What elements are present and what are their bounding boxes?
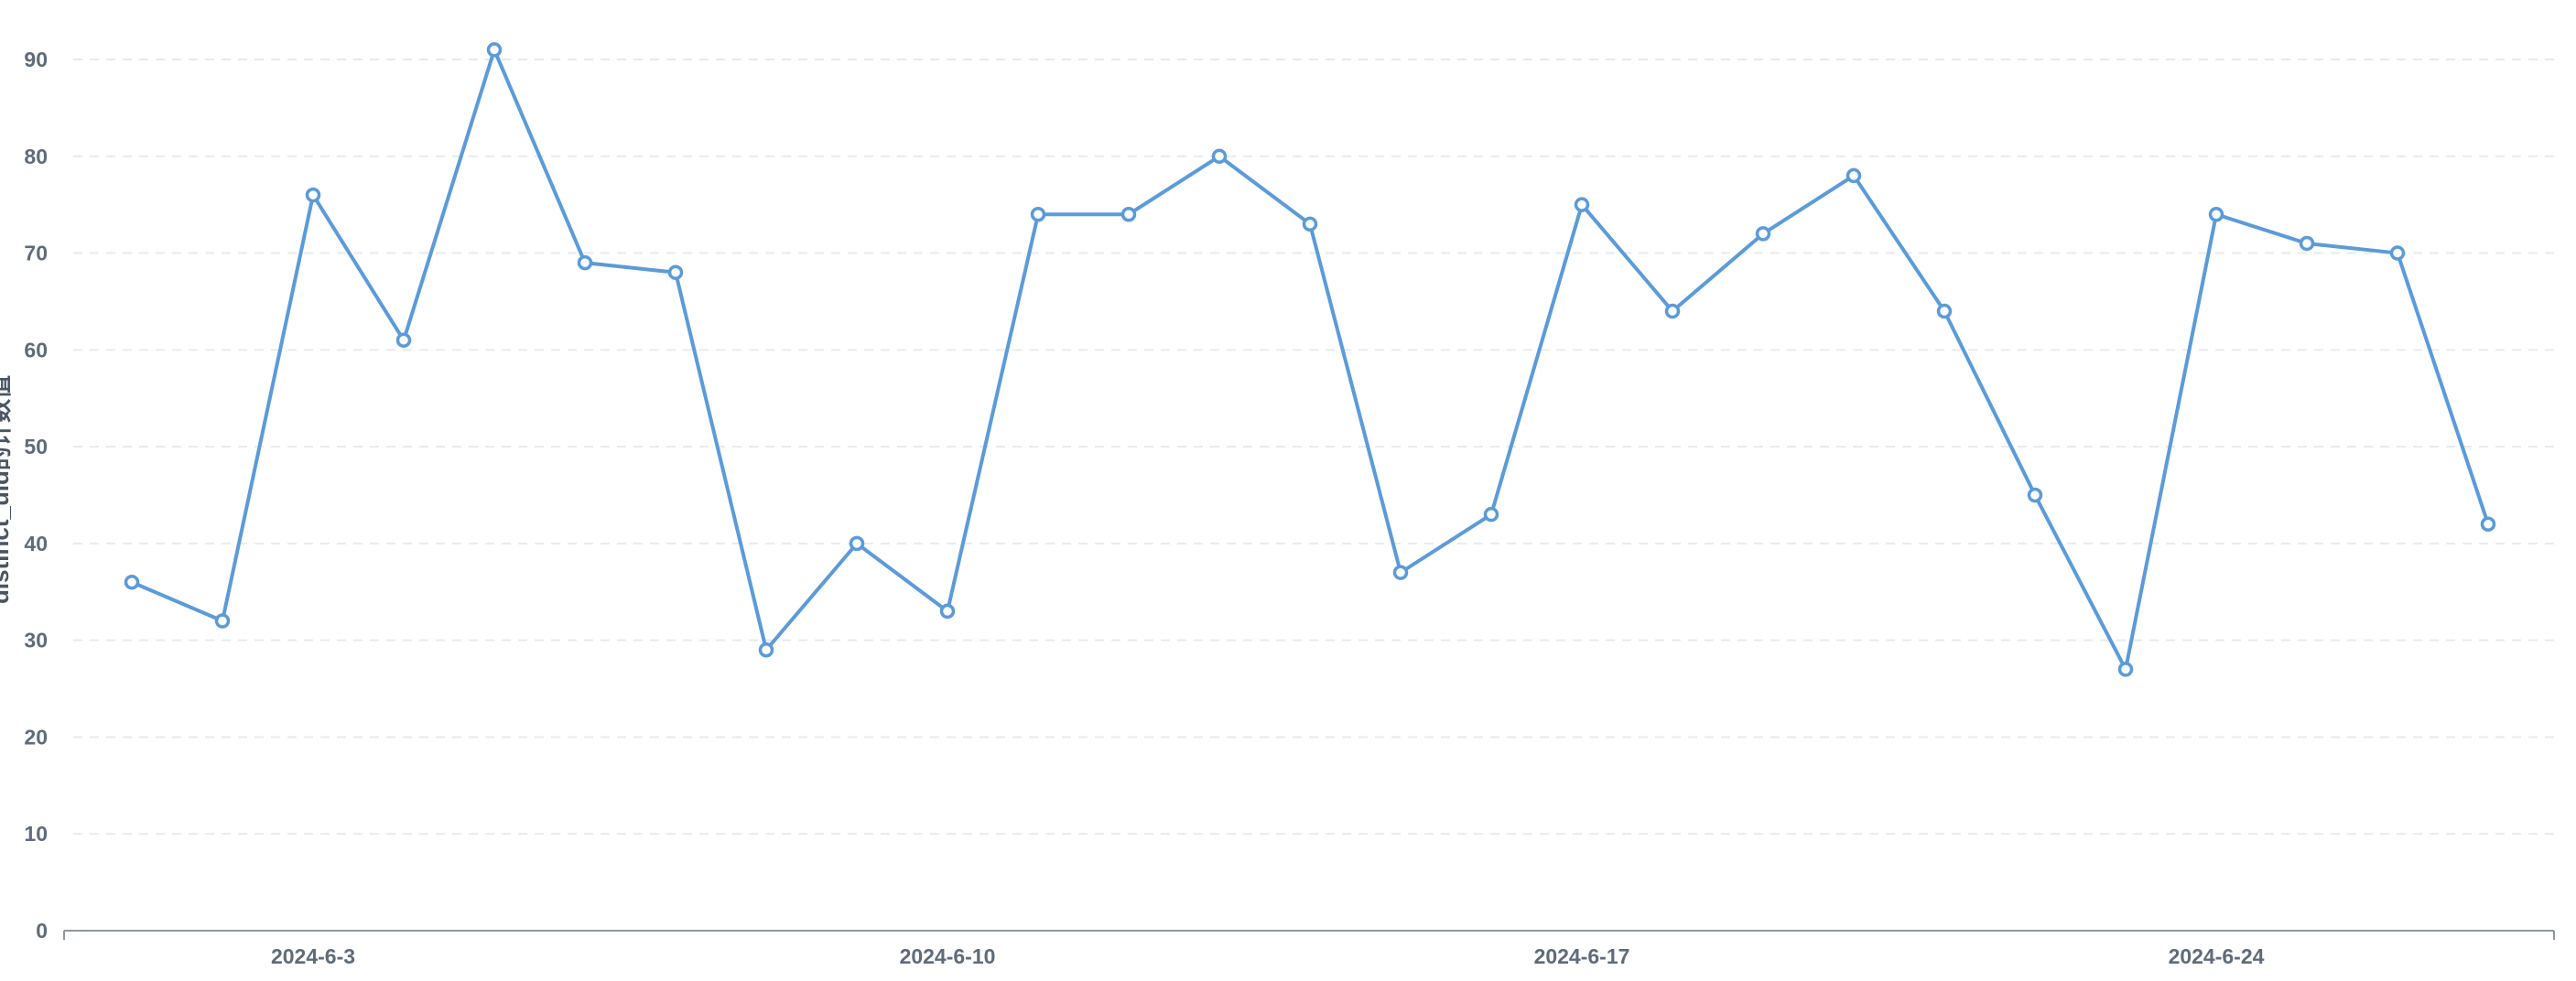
y-tick-label-30: 30	[24, 629, 48, 652]
data-point-2024-6-19[interactable]	[1755, 226, 1771, 242]
y-tick-label-0: 0	[36, 919, 48, 943]
data-point-2024-6-9[interactable]	[849, 535, 865, 552]
data-point-2024-6-17[interactable]	[1574, 197, 1590, 212]
series-line-0	[130, 48, 2490, 672]
x-tick-label-2024-6-17: 2024-6-17	[1534, 944, 1630, 968]
data-point-2024-6-5[interactable]	[486, 42, 503, 58]
data-point-2024-6-24[interactable]	[2208, 206, 2224, 222]
data-point-2024-6-2[interactable]	[214, 613, 231, 629]
x-tick-label-2024-6-3: 2024-6-3	[271, 944, 355, 968]
data-point-2024-6-11[interactable]	[1030, 206, 1046, 222]
data-point-2024-6-20[interactable]	[1845, 167, 1862, 184]
data-point-2024-6-10[interactable]	[939, 603, 956, 620]
data-point-2024-6-14[interactable]	[1302, 216, 1318, 232]
data-point-2024-6-8[interactable]	[758, 641, 774, 658]
grid-lines	[73, 59, 2554, 835]
y-tick-label-90: 90	[24, 48, 48, 71]
x-tick-label-2024-6-24: 2024-6-24	[2169, 944, 2265, 968]
data-point-2024-6-4[interactable]	[395, 332, 412, 349]
data-point-2024-6-12[interactable]	[1120, 206, 1137, 222]
x-tick-label-2024-6-10: 2024-6-10	[900, 944, 996, 968]
data-point-2024-6-22[interactable]	[2027, 487, 2043, 503]
y-tick-label-40: 40	[24, 532, 48, 555]
data-point-2024-6-23[interactable]	[2117, 662, 2134, 677]
data-point-2024-6-26[interactable]	[2389, 245, 2406, 261]
data-point-2024-6-18[interactable]	[1664, 303, 1681, 319]
data-point-2024-6-27[interactable]	[2480, 516, 2496, 532]
data-point-2024-6-6[interactable]	[577, 254, 593, 271]
data-point-2024-6-3[interactable]	[305, 187, 321, 203]
x-axis-ticks: 2024-6-3 2024-6-10 2024-6-17 2024-6-24	[63, 931, 2555, 968]
data-point-2024-6-13[interactable]	[1211, 148, 1228, 165]
data-point-2024-6-21[interactable]	[1936, 303, 1953, 319]
data-point-2024-6-16[interactable]	[1483, 506, 1499, 523]
y-tick-label-10: 10	[24, 822, 48, 846]
y-axis-title: distinct_uid的计数值	[0, 375, 14, 604]
y-tick-label-50: 50	[24, 435, 48, 458]
data-point-2024-6-15[interactable]	[1392, 565, 1409, 580]
y-tick-label-60: 60	[24, 338, 48, 361]
y-axis-ticks: 0 10 20 30 40 50 60 70 80 90	[24, 48, 48, 943]
data-point-2024-6-25[interactable]	[2299, 235, 2315, 252]
y-tick-label-20: 20	[24, 725, 48, 749]
y-tick-label-70: 70	[24, 242, 48, 265]
data-point-2024-6-7[interactable]	[667, 264, 684, 280]
y-tick-label-80: 80	[24, 145, 48, 168]
data-point-2024-6-1[interactable]	[124, 574, 140, 590]
series-layer	[124, 42, 2496, 677]
